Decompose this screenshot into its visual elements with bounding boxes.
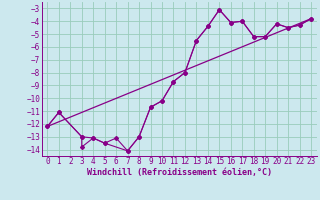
X-axis label: Windchill (Refroidissement éolien,°C): Windchill (Refroidissement éolien,°C): [87, 168, 272, 177]
